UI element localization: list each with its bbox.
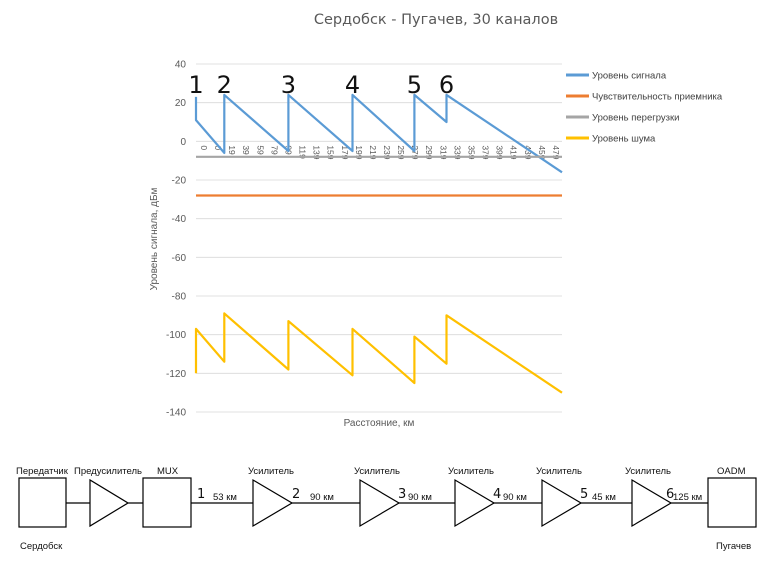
- preamplifier-label: Предусилитель: [74, 466, 142, 477]
- x-tick-label: 479: [551, 145, 561, 159]
- x-tick-label: 59: [255, 145, 265, 155]
- x-tick-label: 359: [466, 145, 476, 159]
- transmitter-box: [18, 477, 67, 528]
- x-tick-label: 299: [424, 145, 434, 159]
- amplifier-5-triangle: [631, 478, 673, 528]
- x-tick-label: 439: [523, 145, 533, 159]
- amplifier-5-label: Усилитель: [625, 466, 671, 477]
- y-tick-label: 0: [180, 137, 186, 148]
- y-axis-title: Уровень сигнала, дБм: [149, 187, 160, 290]
- mux-label: MUX: [157, 466, 179, 477]
- x-tick-label: 379: [481, 145, 491, 159]
- amplifier-2-triangle: [359, 478, 401, 528]
- x-tick-label: 19: [227, 145, 237, 155]
- oadm-label: OADM: [717, 466, 746, 477]
- end-city-label: Пугачев: [716, 541, 751, 552]
- marker-number-4: 4: [345, 71, 360, 99]
- marker-number-3: 3: [281, 71, 296, 99]
- start-city-label: Сердобск: [20, 541, 63, 552]
- x-tick-label: 219: [368, 145, 378, 159]
- chart-title: Сердобск - Пугачев, 30 каналов: [314, 12, 558, 28]
- span-distance-2: 90 км: [310, 492, 334, 503]
- x-tick-label: 239: [382, 145, 392, 159]
- x-tick-label: 79: [269, 145, 279, 155]
- series-lines: [194, 93, 563, 394]
- y-tick-label: -140: [166, 408, 186, 419]
- amplifier-4-label: Усилитель: [536, 466, 582, 477]
- x-tick-label: 39: [241, 145, 251, 155]
- y-tick-label: 20: [175, 98, 187, 109]
- preamplifier-triangle: [89, 478, 130, 528]
- x-tick-label: 179: [340, 145, 350, 159]
- amplifier-1-label: Усилитель: [248, 466, 294, 477]
- x-tick-label: 139: [312, 145, 322, 159]
- marker-number-1: 1: [188, 71, 203, 99]
- x-tick-label: 119: [298, 145, 308, 159]
- y-tick-label: -20: [172, 176, 187, 187]
- amplifier-2-label: Усилитель: [354, 466, 400, 477]
- amplifier-1-triangle: [252, 478, 294, 528]
- x-tick-label: 259: [396, 145, 406, 159]
- x-tick-label: 339: [452, 145, 462, 159]
- span-distance-5: 45 км: [592, 492, 616, 503]
- stage-number-4: 4: [493, 487, 501, 502]
- x-tick-label: 199: [354, 145, 364, 159]
- y-tick-label: 40: [175, 60, 187, 71]
- stage-number-3: 3: [398, 487, 406, 502]
- legend-label-1: Уровень сигнала: [592, 71, 667, 82]
- span-distance-3: 90 км: [408, 492, 432, 503]
- x-tick-label: 159: [326, 145, 336, 159]
- span-distance-6: 125 км: [673, 492, 702, 503]
- legend: Уровень сигнала Чувствительность приемник…: [566, 71, 723, 145]
- stage-number-5: 5: [580, 487, 588, 502]
- series-line-4: [194, 312, 563, 394]
- legend-label-4: Уровень шума: [592, 134, 656, 145]
- y-tick-label: -80: [172, 292, 187, 303]
- x-tick-label: 0: [199, 145, 209, 150]
- oadm-box: [707, 477, 757, 528]
- x-axis-title: Расстояние, км: [344, 418, 415, 429]
- amplifier-3-triangle: [454, 478, 496, 528]
- stage-number-2: 2: [292, 487, 300, 502]
- marker-number-2: 2: [217, 71, 232, 99]
- y-tick-label: -40: [172, 214, 187, 225]
- transmitter-label: Передатчик: [16, 466, 69, 477]
- x-tick-label: 0: [213, 145, 223, 150]
- marker-number-5: 5: [407, 71, 422, 99]
- stage-number-6: 6: [666, 487, 674, 502]
- chart: Сердобск - Пугачев, 30 каналов 40200-20-…: [149, 12, 723, 429]
- x-tick-label: 399: [495, 145, 505, 159]
- x-tick-label: 419: [509, 145, 519, 159]
- y-axis-ticks: 40 20 0 -20 -40 -60 -80 -100 -120 -140: [166, 60, 186, 419]
- legend-label-2: Чувствительность приемника: [592, 92, 723, 103]
- stage-number-1: 1: [197, 487, 205, 502]
- span-distance-1: 53 км: [213, 492, 237, 503]
- amplifier-3-label: Усилитель: [448, 466, 494, 477]
- x-tick-label: 319: [438, 145, 448, 159]
- x-axis-ticks: 0 0 19 39 59 79 99 119 139 159 179 199 219 239 259 279 2…: [199, 145, 561, 159]
- y-tick-label: -100: [166, 330, 186, 341]
- chart-grid: [196, 63, 562, 413]
- mux-box: [142, 477, 192, 528]
- y-tick-label: -60: [172, 253, 187, 264]
- y-tick-label: -120: [166, 369, 186, 380]
- x-tick-label: 459: [537, 145, 547, 159]
- x-tick-label: 279: [410, 145, 420, 159]
- legend-label-3: Уровень перегрузки: [592, 113, 679, 124]
- span-distance-4: 90 км: [503, 492, 527, 503]
- marker-number-6: 6: [439, 71, 454, 99]
- series-line-1: [194, 93, 563, 174]
- amplifier-4-triangle: [541, 478, 583, 528]
